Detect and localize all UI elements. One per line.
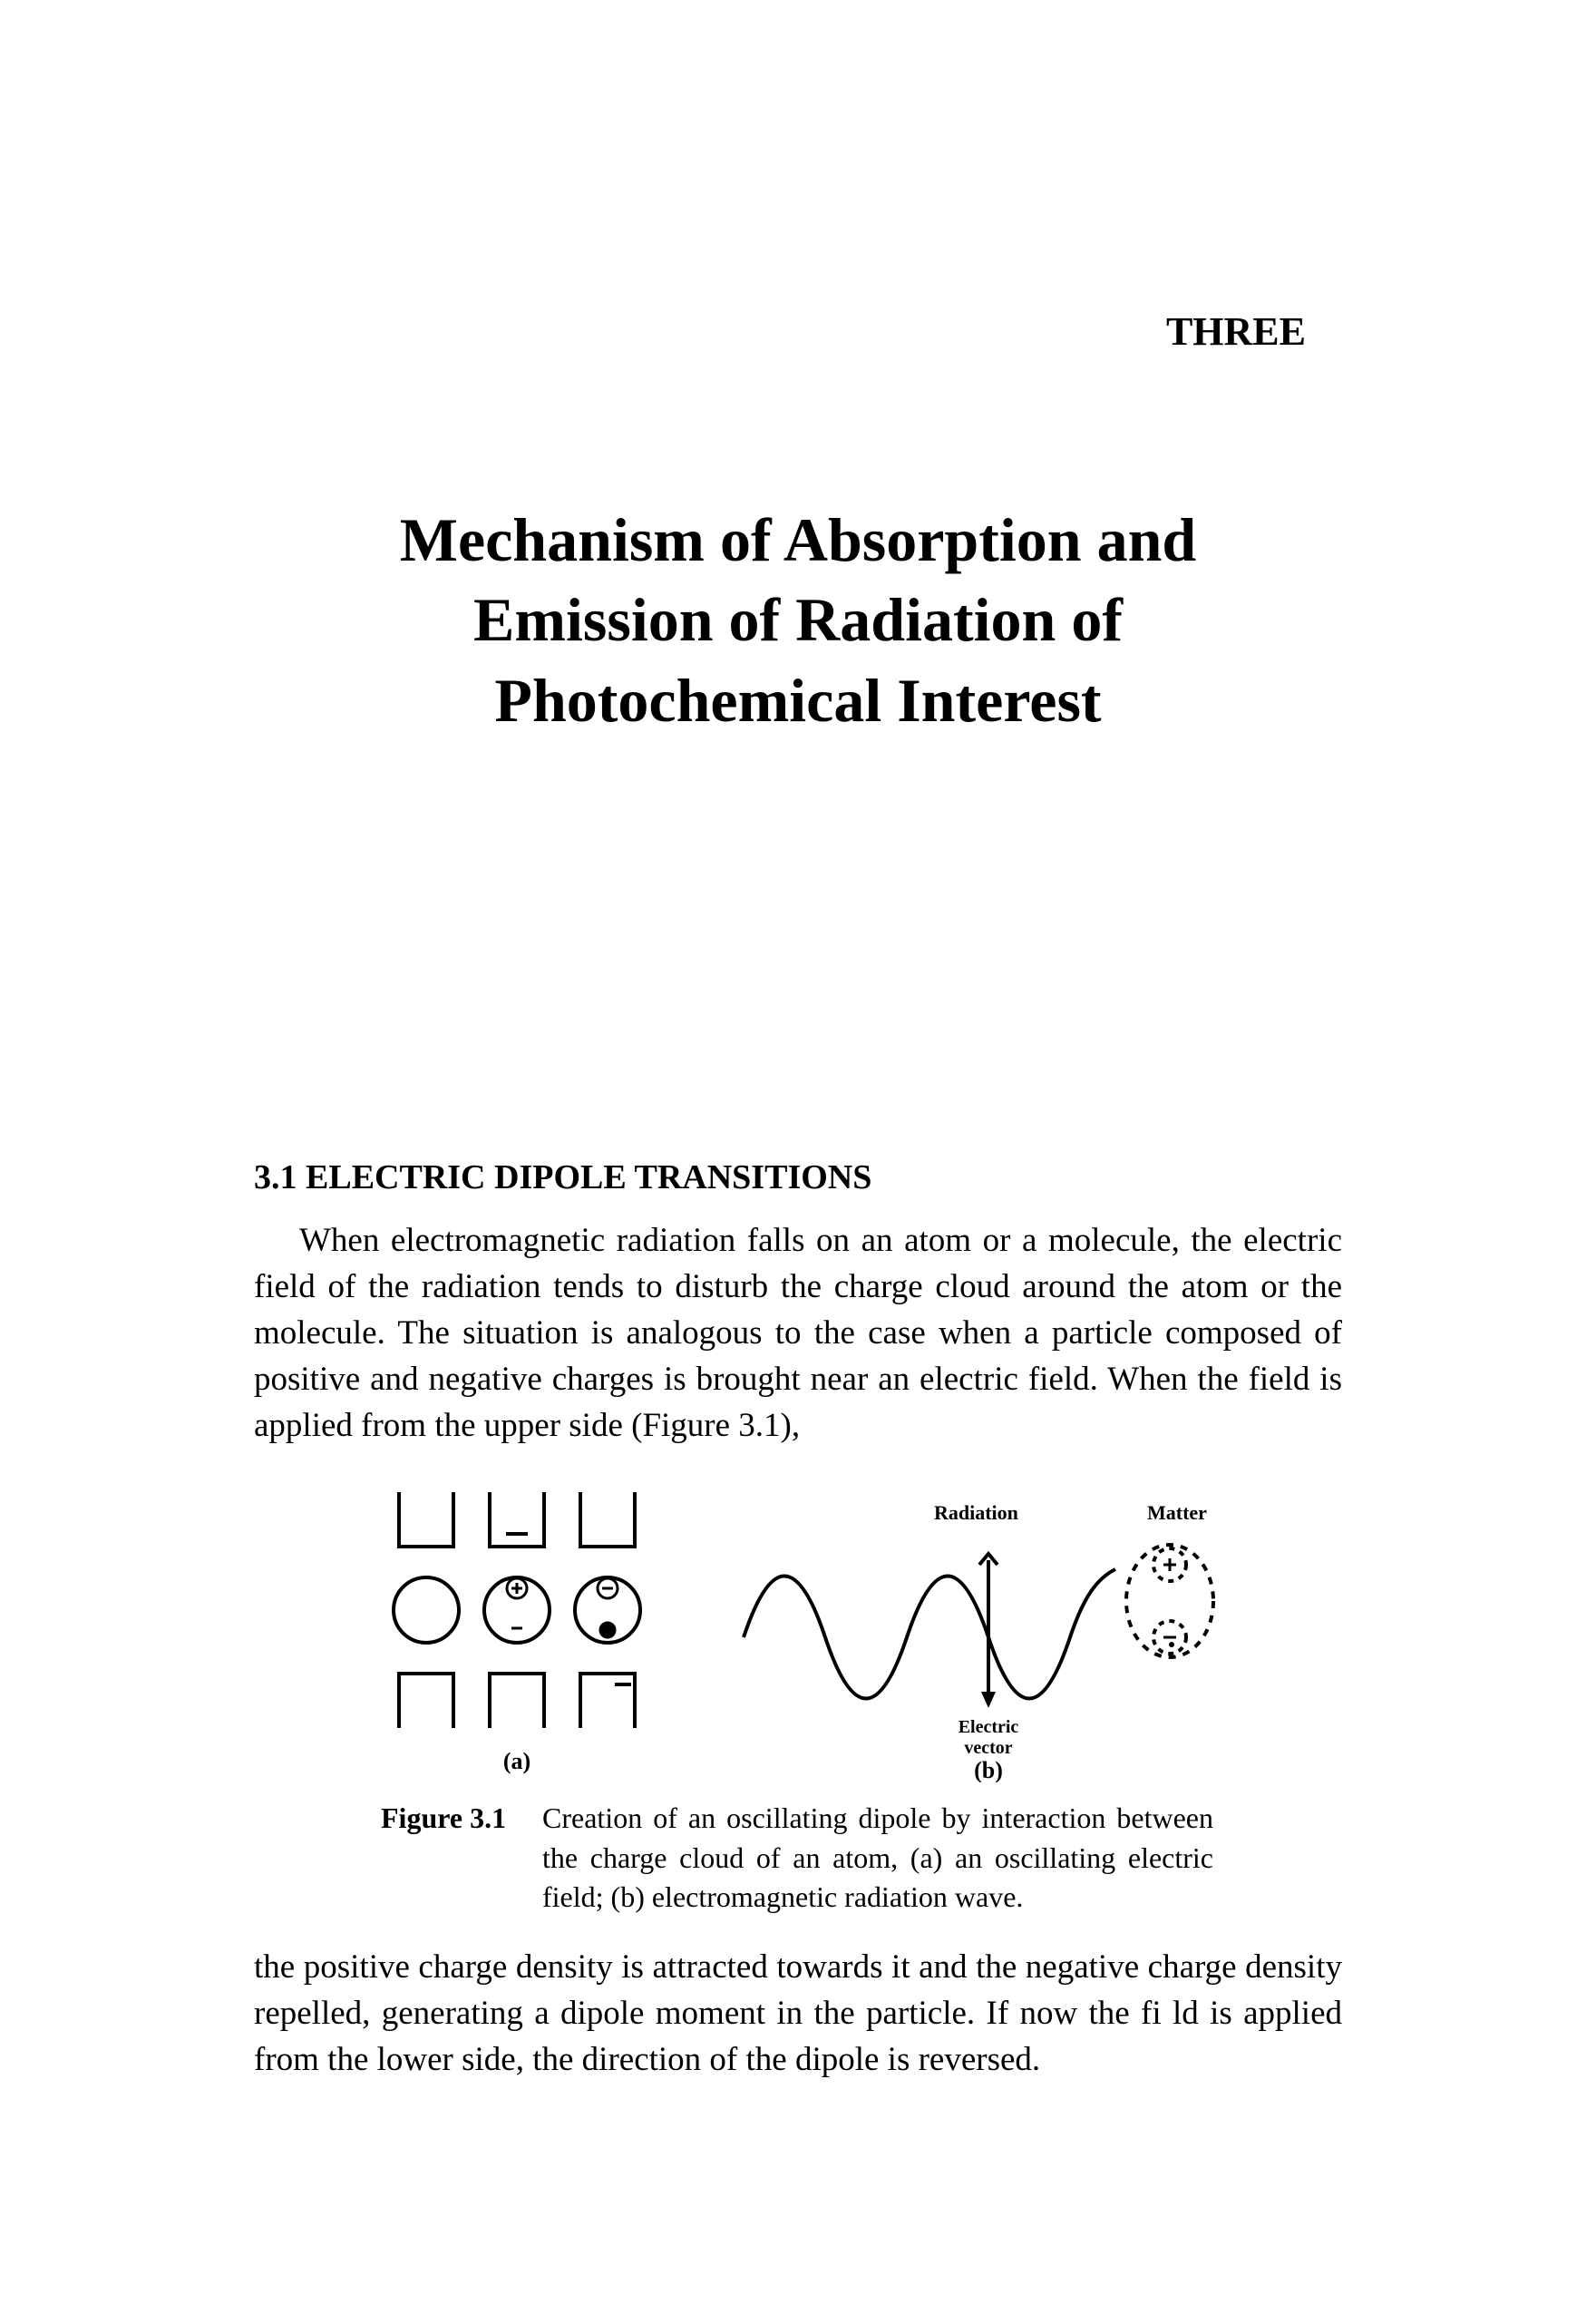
figure-label-matter: Matter	[1147, 1501, 1207, 1524]
figure-label-electric-vector-2: vector	[964, 1738, 1012, 1758]
chapter-number: THREE	[254, 308, 1306, 355]
figure-3-1-svg: (a) Radiation Matter	[345, 1474, 1251, 1782]
chapter-title: Mechanism of Absorption and Emission of …	[299, 500, 1297, 740]
body-paragraph-1: When electromagnetic radiation falls on …	[254, 1217, 1342, 1449]
page: THREE Mechanism of Absorption and Emissi…	[0, 0, 1596, 2304]
figure-label-b: (b)	[974, 1757, 1003, 1782]
figure-label-electric-vector-1: Electric	[959, 1717, 1019, 1737]
section-heading: 3.1 ELECTRIC DIPOLE TRANSITIONS	[254, 1157, 1342, 1197]
figure-caption-text: Creation of an oscillating dipole by int…	[542, 1799, 1213, 1917]
body-paragraph-2: the positive charge density is attracted…	[254, 1944, 1342, 2083]
figure-3-1: (a) Radiation Matter	[345, 1474, 1251, 1917]
figure-caption: Figure 3.1 Creation of an oscillating di…	[381, 1799, 1215, 1917]
figure-label-radiation: Radiation	[934, 1501, 1018, 1524]
figure-caption-label: Figure 3.1	[381, 1799, 535, 1838]
figure-label-a: (a)	[503, 1748, 530, 1774]
